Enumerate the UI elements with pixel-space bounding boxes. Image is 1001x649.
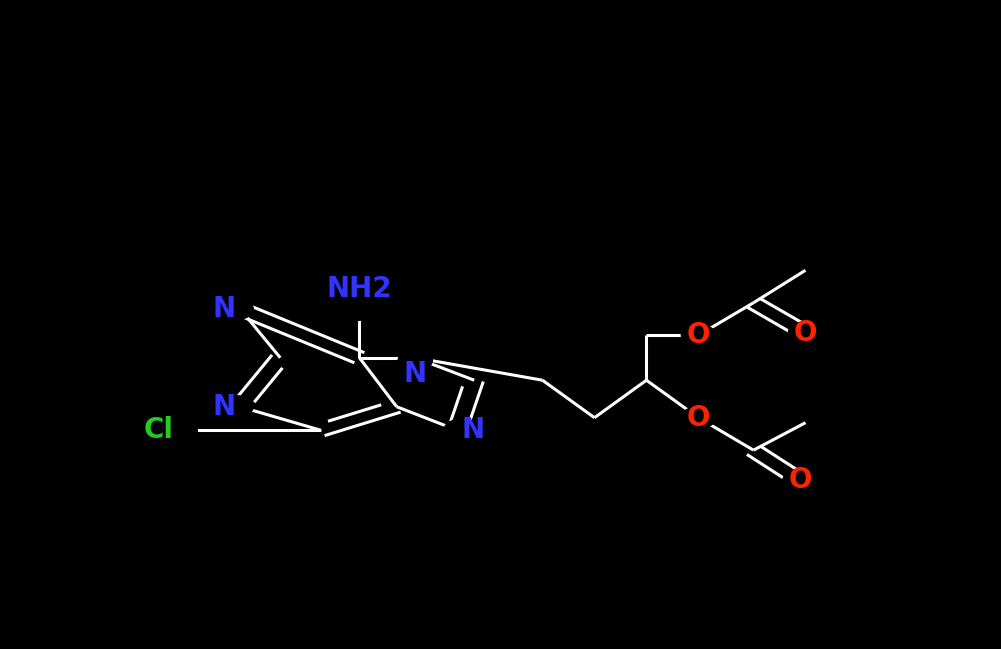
Circle shape (682, 324, 716, 346)
Text: N: N (213, 295, 236, 323)
Circle shape (332, 286, 386, 320)
Circle shape (444, 419, 478, 441)
Text: O: O (794, 319, 817, 347)
Text: N: N (461, 416, 484, 444)
Circle shape (789, 322, 823, 344)
Text: Cl: Cl (144, 416, 174, 444)
Text: N: N (213, 393, 236, 421)
Circle shape (219, 396, 253, 418)
Text: NH2: NH2 (326, 275, 392, 302)
Circle shape (219, 298, 253, 320)
Circle shape (783, 469, 817, 491)
Circle shape (151, 415, 197, 445)
Text: O: O (687, 321, 710, 349)
Text: O: O (687, 404, 710, 432)
Text: O: O (789, 466, 812, 494)
Circle shape (398, 349, 432, 371)
Text: N: N (403, 360, 426, 388)
Circle shape (682, 407, 716, 429)
